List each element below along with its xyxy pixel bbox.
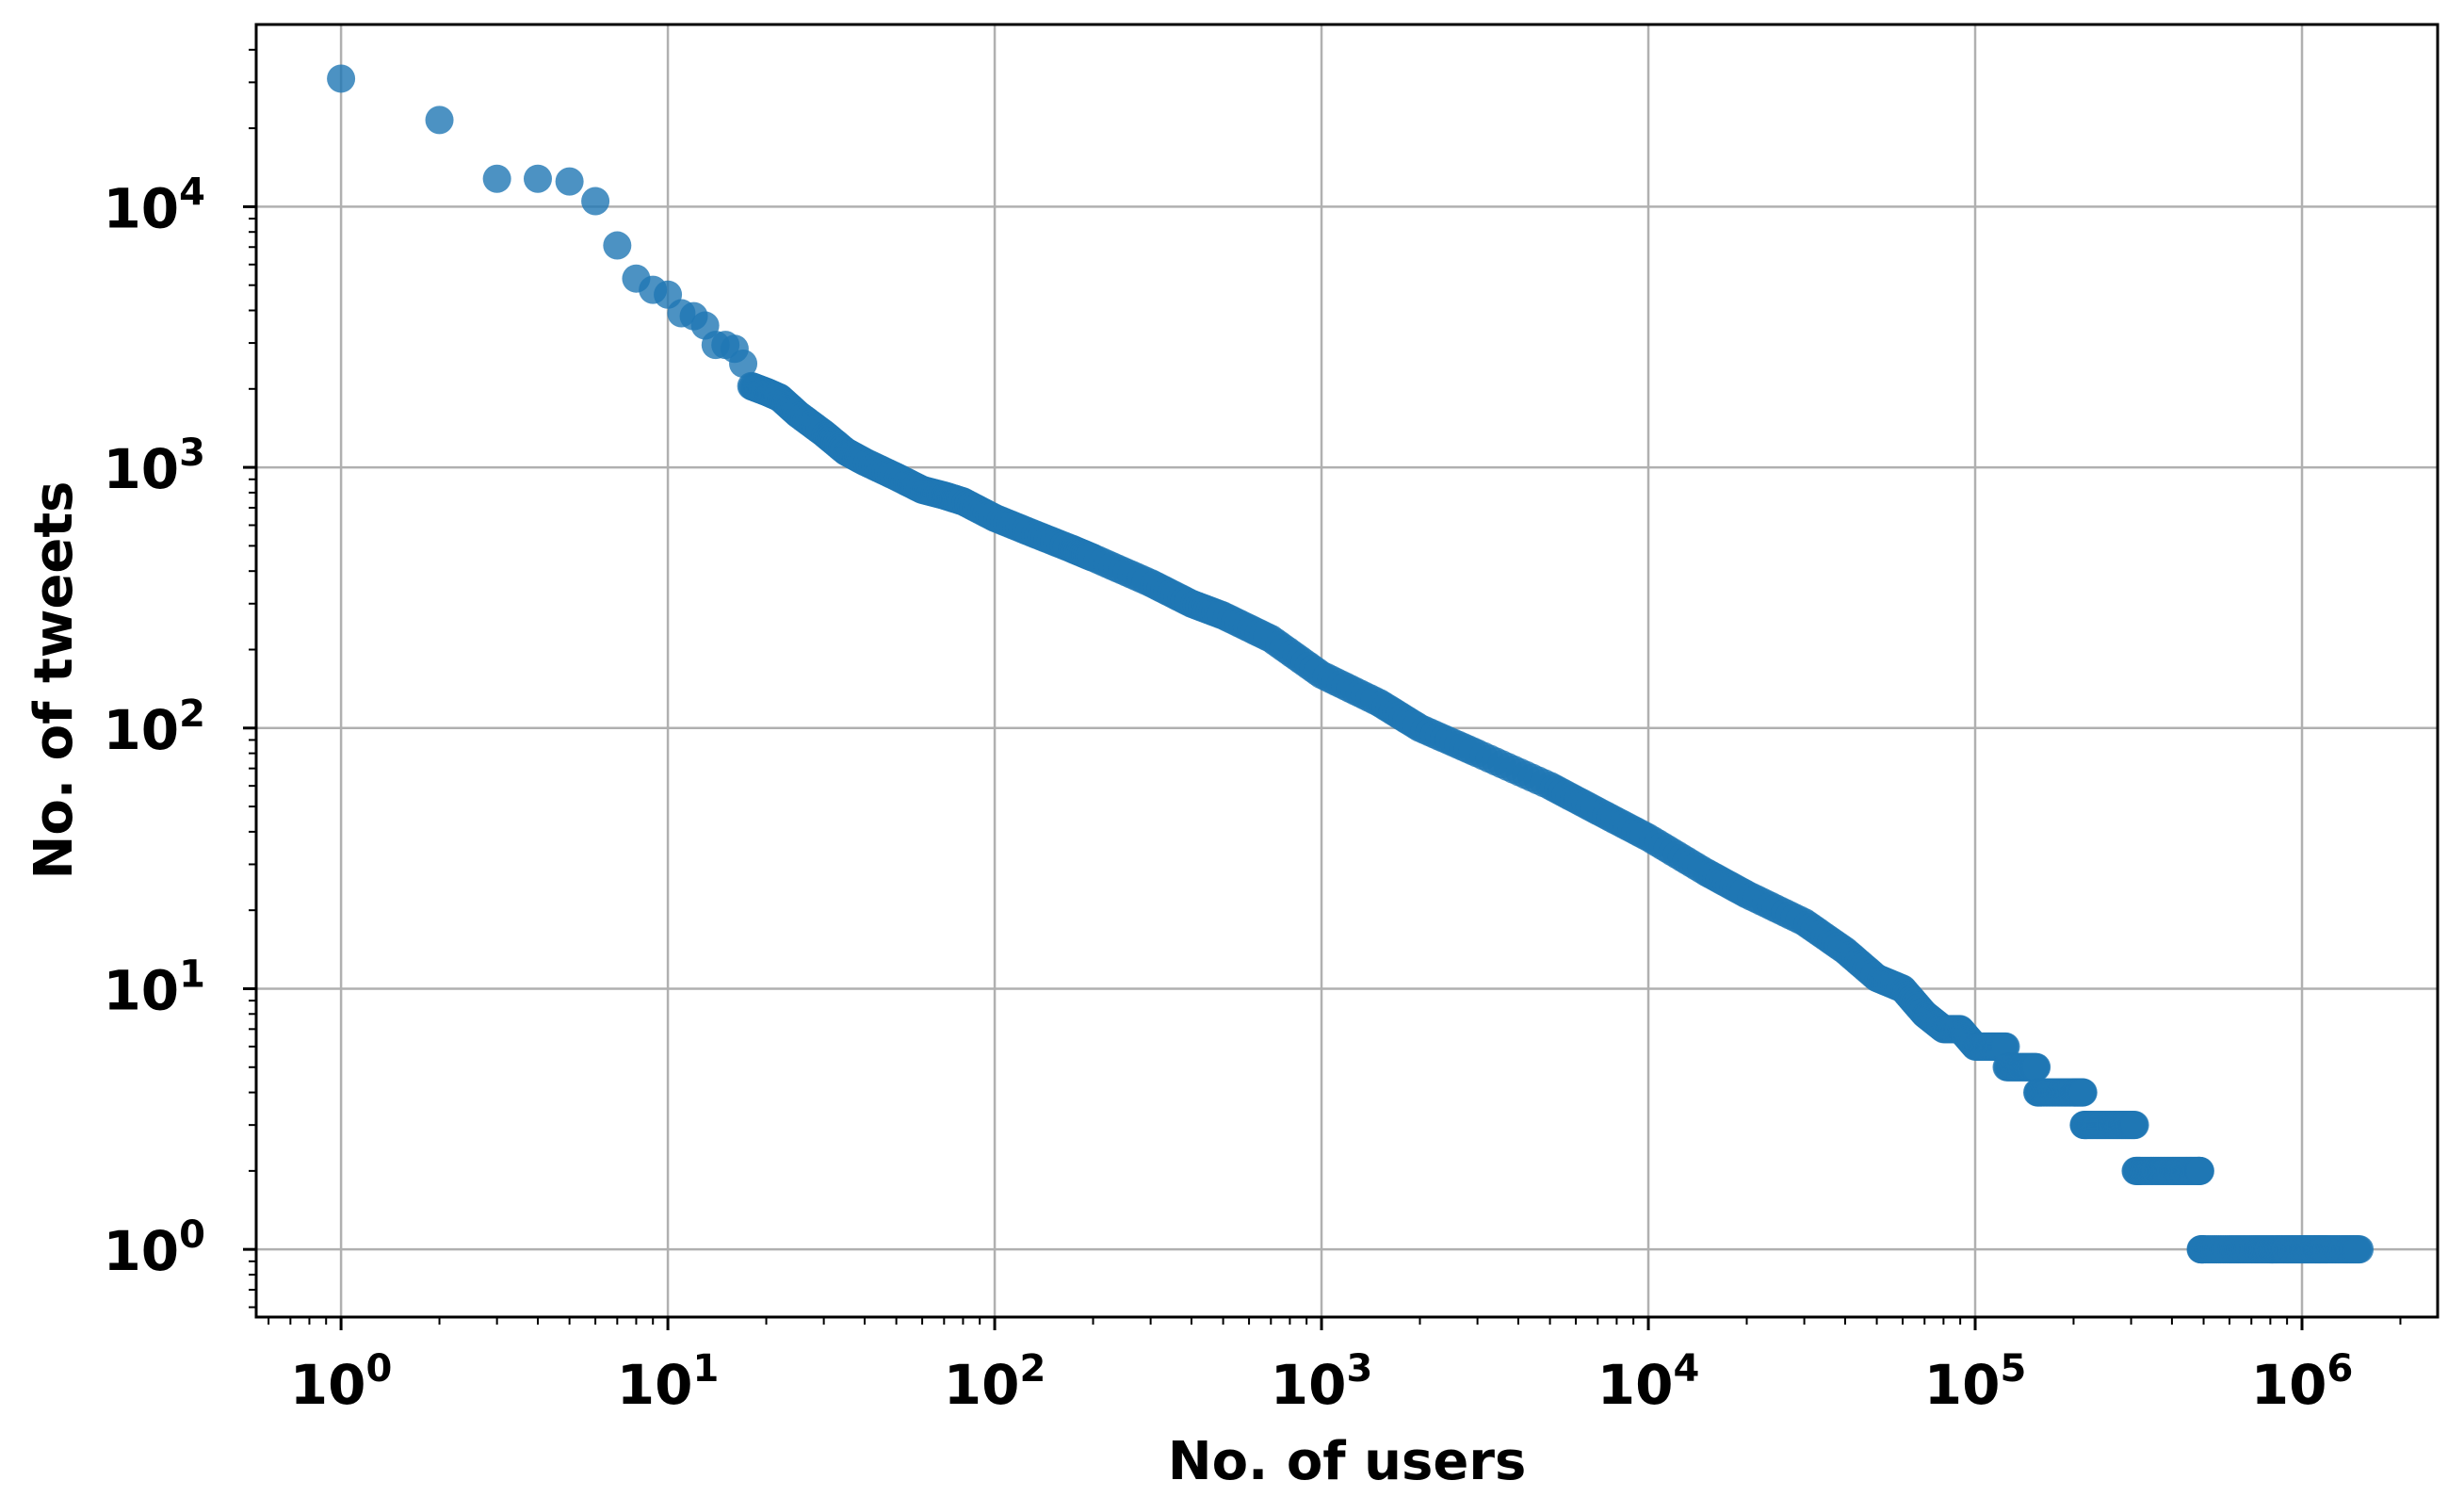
x-tick-labels: 100 101 102 103 104 105 106 — [290, 1347, 2353, 1417]
y-tick-label: 103 — [103, 431, 205, 501]
data-point — [603, 231, 632, 260]
x-tick-label: 102 — [944, 1347, 1046, 1417]
data-points — [327, 64, 2375, 1264]
x-tick-label: 100 — [290, 1347, 393, 1417]
data-point — [729, 349, 758, 378]
grid — [256, 24, 2438, 1317]
x-tick-label: 104 — [1597, 1347, 1700, 1417]
data-point — [2343, 1235, 2373, 1264]
data-point — [425, 106, 454, 135]
x-tick-label: 103 — [1271, 1347, 1373, 1417]
y-tick-label: 102 — [103, 692, 205, 762]
y-tick-labels: 100 101 102 103 104 — [103, 171, 205, 1283]
data-point — [2185, 1156, 2214, 1185]
y-tick-label: 100 — [103, 1213, 205, 1283]
data-point — [2022, 1052, 2051, 1082]
major-ticks — [243, 204, 2304, 1330]
data-point — [327, 64, 356, 93]
y-tick-label: 101 — [103, 952, 205, 1022]
data-point — [482, 164, 511, 193]
data-point — [581, 187, 610, 216]
y-tick-label: 104 — [103, 171, 205, 240]
x-tick-label: 101 — [617, 1347, 720, 1417]
x-tick-label: 105 — [1924, 1347, 2027, 1417]
plot-frame — [254, 23, 2440, 1319]
x-axis-title: No. of users — [1168, 1431, 1527, 1492]
data-point — [523, 164, 552, 193]
data-point — [555, 167, 584, 196]
data-point — [2120, 1111, 2149, 1140]
data-point — [2068, 1078, 2098, 1107]
x-tick-label: 106 — [2251, 1347, 2354, 1417]
y-axis-title: No. of tweets — [24, 480, 85, 879]
